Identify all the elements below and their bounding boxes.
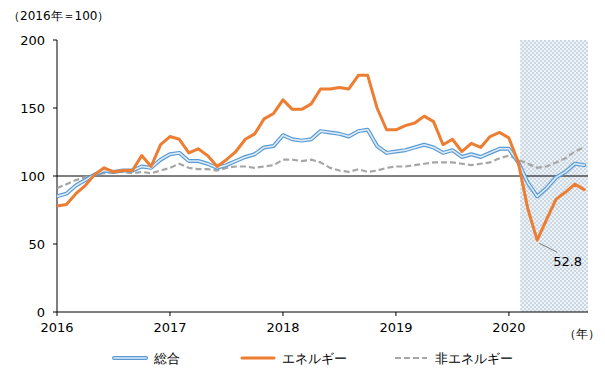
- x-axis-title: （年）: [564, 327, 600, 341]
- legend-label: 非エネルギー: [435, 351, 513, 366]
- y-tick-label: 100: [20, 169, 45, 184]
- legend-label: 総合: [153, 351, 180, 366]
- x-tick: [282, 312, 283, 316]
- y-tick-label: 0: [37, 305, 45, 320]
- y-tick-label: 50: [28, 237, 45, 252]
- chart: 0 50 100 150 200 2016 2017 2018 2019 2020 52.8 （201…: [0, 0, 605, 379]
- x-tick-label: 2018: [266, 320, 299, 335]
- x-tick-label: 2016: [40, 320, 73, 335]
- x-tick: [508, 312, 509, 316]
- legend-swatch: [114, 356, 146, 360]
- x-tick: [395, 312, 396, 316]
- y-tick: [53, 108, 57, 109]
- y-tick: [53, 312, 57, 313]
- annotation-leader: [539, 243, 557, 252]
- y-tick-label: 150: [20, 101, 45, 116]
- y-axis-title: （2016年＝100）: [8, 9, 109, 23]
- x-axis: [57, 312, 588, 313]
- y-tick: [53, 244, 57, 245]
- y-tick: [53, 40, 57, 41]
- legend-label: エネルギー: [282, 351, 347, 366]
- legend-swatch-inner: [114, 357, 146, 359]
- reference-line: [57, 176, 588, 177]
- y-tick-label: 200: [20, 33, 45, 48]
- x-tick: [169, 312, 170, 316]
- x-tick-label: 2017: [153, 320, 186, 335]
- legend: 総合 エネルギー 非エネルギー: [114, 351, 513, 366]
- x-tick-label: 2019: [379, 320, 412, 335]
- series-group: [57, 75, 584, 240]
- legend-swatch: [395, 357, 427, 359]
- legend-swatch: [242, 357, 274, 360]
- x-tick-label: 2020: [492, 320, 525, 335]
- y-tick: [53, 176, 57, 177]
- series-line: [57, 75, 584, 240]
- annotation: 52.8: [553, 254, 582, 269]
- x-tick: [57, 312, 58, 316]
